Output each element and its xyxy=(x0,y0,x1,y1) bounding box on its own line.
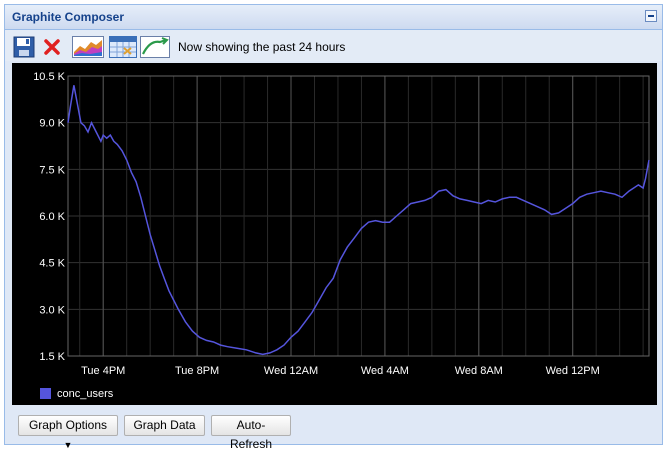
x-tick-label: Wed 12PM xyxy=(546,365,600,377)
calendar-icon[interactable] xyxy=(109,36,137,58)
composer-bottom-bar: Graph Options ▼ Graph Data Auto-Refresh xyxy=(5,409,662,451)
window-titlebar: Graphite Composer xyxy=(5,5,662,30)
y-tick-label: 6.0 K xyxy=(39,211,65,223)
x-tick-label: Wed 12AM xyxy=(264,365,318,377)
save-icon[interactable] xyxy=(13,36,35,58)
y-tick-label: 1.5 K xyxy=(39,351,65,363)
graph-data-button[interactable]: Graph Data xyxy=(124,415,205,436)
y-tick-label: 9.0 K xyxy=(39,118,65,130)
graphite-composer-window: Graphite Composer xyxy=(4,4,663,451)
window-title: Graphite Composer xyxy=(12,10,125,24)
x-tick-label: Wed 8AM xyxy=(455,365,503,377)
line-chart: 1.5 K 3.0 K 4.5 K 6.0 K 7.5 K 9.0 K 10.5 K Tue … xyxy=(33,71,650,400)
y-tick-label: 7.5 K xyxy=(39,164,65,176)
composer-toolbar: Now showing the past 24 hours xyxy=(5,30,662,61)
x-tick-label: Tue 8PM xyxy=(175,365,219,377)
graph-options-button[interactable]: Graph Options ▼ xyxy=(18,415,118,450)
graph-icon[interactable] xyxy=(72,36,104,58)
time-range-status: Now showing the past 24 hours xyxy=(178,40,346,54)
x-tick-label: Wed 4AM xyxy=(361,365,409,377)
legend-label: conc_users xyxy=(57,388,114,400)
auto-refresh-button[interactable]: Auto-Refresh xyxy=(211,415,291,451)
plot-frame xyxy=(67,75,650,357)
y-tick-label: 10.5 K xyxy=(33,71,65,83)
y-tick-label: 3.0 K xyxy=(39,304,65,316)
collapse-button[interactable] xyxy=(645,10,657,22)
recent-data-icon[interactable] xyxy=(140,36,170,58)
chevron-down-icon: ▼ xyxy=(63,440,73,450)
graph-options-label: Graph Options xyxy=(28,418,108,432)
x-tick-label: Tue 4PM xyxy=(81,365,125,377)
series-line-conc_users xyxy=(67,85,650,356)
y-tick-label: 4.5 K xyxy=(39,258,65,270)
graph-image: 1.5 K 3.0 K 4.5 K 6.0 K 7.5 K 9.0 K 10.5 K Tue … xyxy=(12,63,657,405)
delete-icon[interactable] xyxy=(41,36,63,58)
legend-swatch xyxy=(40,388,51,399)
